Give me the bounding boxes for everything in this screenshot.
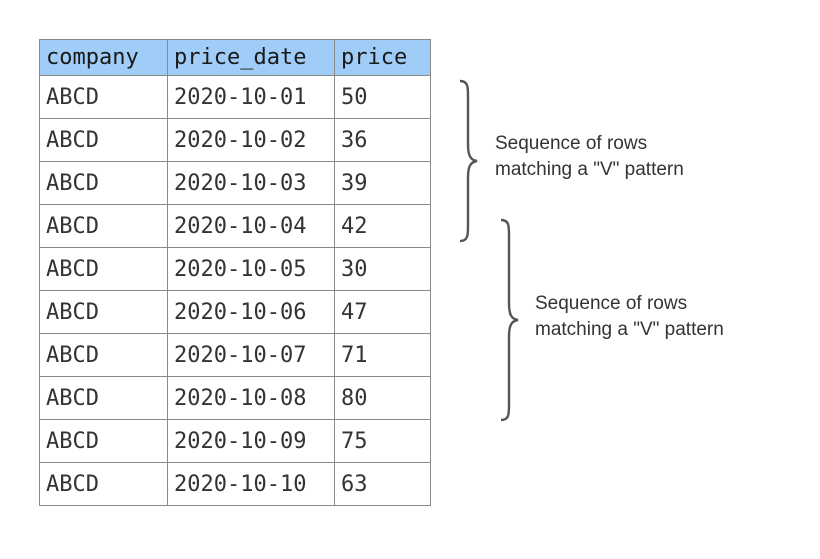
cell-price-date: 2020-10-09 xyxy=(167,419,335,463)
cell-price: 36 xyxy=(334,118,431,162)
annotation-2-line1: Sequence of rows xyxy=(535,293,688,314)
annotation-1-line2: matching a "V" pattern xyxy=(495,159,684,180)
cell-price: 80 xyxy=(334,376,431,420)
cell-price-date: 2020-10-01 xyxy=(167,75,335,119)
annotation-2: Sequence of rows matching a "V" pattern xyxy=(535,291,724,343)
cell-price-date: 2020-10-04 xyxy=(167,204,335,248)
table-row: ABCD 2020-10-05 30 xyxy=(39,247,431,291)
cell-price: 39 xyxy=(334,161,431,205)
cell-price: 42 xyxy=(334,204,431,248)
header-row: company price_date price xyxy=(39,39,431,76)
annotation-1-line1: Sequence of rows xyxy=(495,133,648,154)
table-row: ABCD 2020-10-06 47 xyxy=(39,290,431,334)
cell-price: 50 xyxy=(334,75,431,119)
brace-2 xyxy=(500,218,519,422)
cell-price: 47 xyxy=(334,290,431,334)
annotation-1: Sequence of rows matching a "V" pattern xyxy=(495,131,684,183)
table-row: ABCD 2020-10-10 63 xyxy=(39,462,431,506)
cell-price: 63 xyxy=(334,462,431,506)
cell-price-date: 2020-10-06 xyxy=(167,290,335,334)
cell-company: ABCD xyxy=(39,333,168,377)
annotation-2-line2: matching a "V" pattern xyxy=(535,319,724,340)
cell-price-date: 2020-10-08 xyxy=(167,376,335,420)
cell-company: ABCD xyxy=(39,75,168,119)
cell-company: ABCD xyxy=(39,118,168,162)
cell-company: ABCD xyxy=(39,419,168,463)
cell-company: ABCD xyxy=(39,290,168,334)
cell-price-date: 2020-10-05 xyxy=(167,247,335,291)
brace-1 xyxy=(459,79,478,243)
cell-price: 71 xyxy=(334,333,431,377)
cell-price-date: 2020-10-10 xyxy=(167,462,335,506)
cell-company: ABCD xyxy=(39,247,168,291)
table-row: ABCD 2020-10-04 42 xyxy=(39,204,431,248)
table-row: ABCD 2020-10-01 50 xyxy=(39,75,431,119)
table-row: ABCD 2020-10-07 71 xyxy=(39,333,431,377)
table-row: ABCD 2020-10-02 36 xyxy=(39,118,431,162)
cell-company: ABCD xyxy=(39,376,168,420)
table-row: ABCD 2020-10-03 39 xyxy=(39,161,431,205)
cell-company: ABCD xyxy=(39,204,168,248)
cell-company: ABCD xyxy=(39,462,168,506)
cell-price-date: 2020-10-07 xyxy=(167,333,335,377)
cell-price-date: 2020-10-03 xyxy=(167,161,335,205)
column-header-price: price xyxy=(334,39,431,76)
table-row: ABCD 2020-10-08 80 xyxy=(39,376,431,420)
cell-price-date: 2020-10-02 xyxy=(167,118,335,162)
column-header-price-date: price_date xyxy=(167,39,335,76)
cell-price: 30 xyxy=(334,247,431,291)
price-table: company price_date price ABCD 2020-10-01 5… xyxy=(39,39,431,506)
cell-company: ABCD xyxy=(39,161,168,205)
column-header-company: company xyxy=(39,39,168,76)
cell-price: 75 xyxy=(334,419,431,463)
table-row: ABCD 2020-10-09 75 xyxy=(39,419,431,463)
